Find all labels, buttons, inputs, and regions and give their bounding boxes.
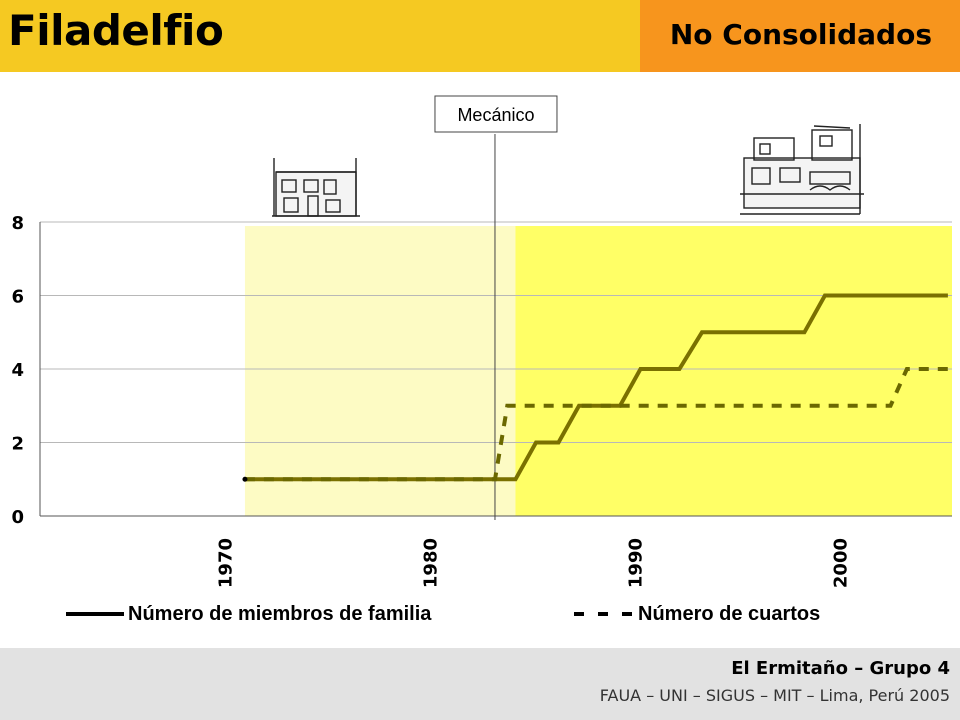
footer-bar: El Ermitaño – Grupo 4 FAUA – UNI – SIGUS… [0,648,960,720]
chart-annotation: Mecánico [434,95,558,520]
y-tick-label: 8 [11,213,24,234]
x-tick-label: 1980 [420,538,441,588]
series-line-rooms [244,367,948,482]
series-line-family [244,293,948,482]
chart-ticks: 0 2 4 6 8 1970 1980 1990 2000 [11,213,851,588]
chart-axes [39,222,952,517]
header-bar [0,0,640,72]
chart-bands [244,226,952,516]
chart-grid [40,221,952,443]
footer-credits: FAUA – UNI – SIGUS – MIT – Lima, Perú 20… [599,686,950,705]
footer-title: El Ermitaño – Grupo 4 [731,658,950,679]
series-start-point [242,476,248,482]
annotation-box [434,95,558,133]
small-house-sketch-icon [272,158,360,217]
page-title: Filadelfio [8,6,224,55]
chart-legend: Número de miembros de familia Número de c… [66,603,820,625]
page-subtitle: No Consolidados [669,18,932,51]
header-accent-bar [640,0,960,72]
chart-series [242,293,948,482]
y-tick-label: 6 [11,287,24,308]
large-house-sketch-icon [740,124,864,215]
chart: Mecánico 0 2 4 6 8 1970 1980 1990 2000 Número de… [11,95,952,625]
y-tick-label: 2 [11,434,24,455]
annotation-label: Mecánico [457,105,534,125]
legend-label: Número de cuartos [638,603,820,625]
period-band-light [244,226,516,516]
x-tick-label: 1990 [625,538,646,588]
y-tick-label: 0 [11,507,24,528]
legend-label: Número de miembros de familia [128,603,432,625]
y-tick-label: 4 [11,360,24,381]
period-band-bright [515,226,952,516]
x-tick-label: 2000 [830,538,851,588]
house-sketches [272,124,864,217]
x-tick-label: 1970 [215,538,236,588]
